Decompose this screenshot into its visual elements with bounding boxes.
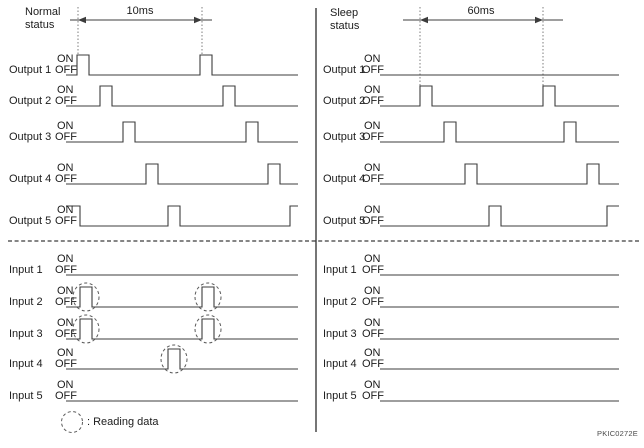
on-label: ON <box>57 53 74 65</box>
off-label: OFF <box>362 95 384 107</box>
off-label: OFF <box>55 131 77 143</box>
off-label: OFF <box>362 296 384 308</box>
panel-title-normal-status: Normal status <box>25 6 61 31</box>
on-label: ON <box>364 253 381 265</box>
on-label: ON <box>364 379 381 391</box>
signal-label: Output 4 <box>9 173 52 185</box>
on-label: ON <box>364 84 381 96</box>
waveform-normal-output-4 <box>66 163 298 185</box>
signal-label: Input 4 <box>9 358 43 370</box>
on-label: ON <box>364 120 381 132</box>
signal-label: Input 4 <box>323 358 357 370</box>
waveform-sleep-output-2 <box>380 85 619 107</box>
off-label: OFF <box>55 173 77 185</box>
on-label: ON <box>57 84 74 96</box>
off-label: OFF <box>362 264 384 276</box>
signal-label: Input 3 <box>9 328 43 340</box>
off-label: OFF <box>55 95 77 107</box>
signal-label: Output 3 <box>323 131 366 143</box>
figure-code: PKIC0272E <box>597 429 638 438</box>
off-label: OFF <box>362 358 384 370</box>
waveform-normal-input-2 <box>66 286 298 308</box>
off-label: OFF <box>55 358 77 370</box>
signal-label: Output 1 <box>323 64 366 76</box>
signal-label: Input 2 <box>9 296 43 308</box>
off-label: OFF <box>55 296 77 308</box>
signal-label: Input 3 <box>323 328 357 340</box>
on-label: ON <box>57 120 74 132</box>
signal-label: Output 5 <box>323 215 366 227</box>
off-label: OFF <box>362 390 384 402</box>
on-label: ON <box>364 317 381 329</box>
on-label: ON <box>364 204 381 216</box>
off-label: OFF <box>362 131 384 143</box>
waveform-normal-input-3 <box>66 318 298 340</box>
waveform-normal-output-2 <box>66 85 298 107</box>
on-label: ON <box>57 162 74 174</box>
waveform-normal-input-4 <box>66 348 298 370</box>
on-label: ON <box>57 347 74 359</box>
dimension-arrow-left <box>78 16 86 24</box>
signal-label: Input 1 <box>323 264 357 276</box>
off-label: OFF <box>55 264 77 276</box>
signal-label: Input 2 <box>323 296 357 308</box>
on-label: ON <box>364 347 381 359</box>
dimension-arrow-right <box>194 16 202 24</box>
on-label: ON <box>57 285 74 297</box>
reading-data-circle <box>194 282 222 312</box>
on-label: ON <box>364 285 381 297</box>
period-label-10ms: 10ms <box>126 5 154 17</box>
reading-data-circle <box>72 282 100 312</box>
reading-data-circle <box>160 344 188 374</box>
on-label: ON <box>57 204 74 216</box>
legend-label: : Reading data <box>87 416 159 428</box>
on-label: ON <box>364 162 381 174</box>
off-label: OFF <box>55 328 77 340</box>
waveform-normal-output-5 <box>66 205 298 227</box>
on-label: ON <box>364 53 381 65</box>
signal-label: Output 3 <box>9 131 52 143</box>
period-label-60ms: 60ms <box>467 5 495 17</box>
dimension-arrow-left <box>420 16 428 24</box>
reading-data-symbol <box>61 411 83 433</box>
signal-label: Output 1 <box>9 64 52 76</box>
on-label: ON <box>57 317 74 329</box>
signal-label: Input 5 <box>323 390 357 402</box>
signal-label: Input 5 <box>9 390 43 402</box>
dimension-arrow-right <box>535 16 543 24</box>
off-label: OFF <box>55 390 77 402</box>
waveform-sleep-output-3 <box>380 121 619 143</box>
off-label: OFF <box>362 215 384 227</box>
waveform-normal-output-3 <box>66 121 298 143</box>
off-label: OFF <box>362 328 384 340</box>
reading-data-circle <box>72 314 100 344</box>
signal-label: Output 2 <box>9 95 52 107</box>
off-label: OFF <box>55 215 77 227</box>
signal-label: Output 4 <box>323 173 366 185</box>
waveform-sleep-output-5 <box>380 205 619 227</box>
off-label: OFF <box>362 64 384 76</box>
on-label: ON <box>57 253 74 265</box>
off-label: OFF <box>55 64 77 76</box>
signal-label: Input 1 <box>9 264 43 276</box>
signal-label: Output 2 <box>323 95 366 107</box>
off-label: OFF <box>362 173 384 185</box>
waveform-sleep-output-4 <box>380 163 619 185</box>
signal-label: Output 5 <box>9 215 52 227</box>
waveform-normal-output-1 <box>66 54 298 76</box>
reading-data-circle <box>194 314 222 344</box>
on-label: ON <box>57 379 74 391</box>
panel-title-sleep-status: Sleep status <box>330 7 360 32</box>
